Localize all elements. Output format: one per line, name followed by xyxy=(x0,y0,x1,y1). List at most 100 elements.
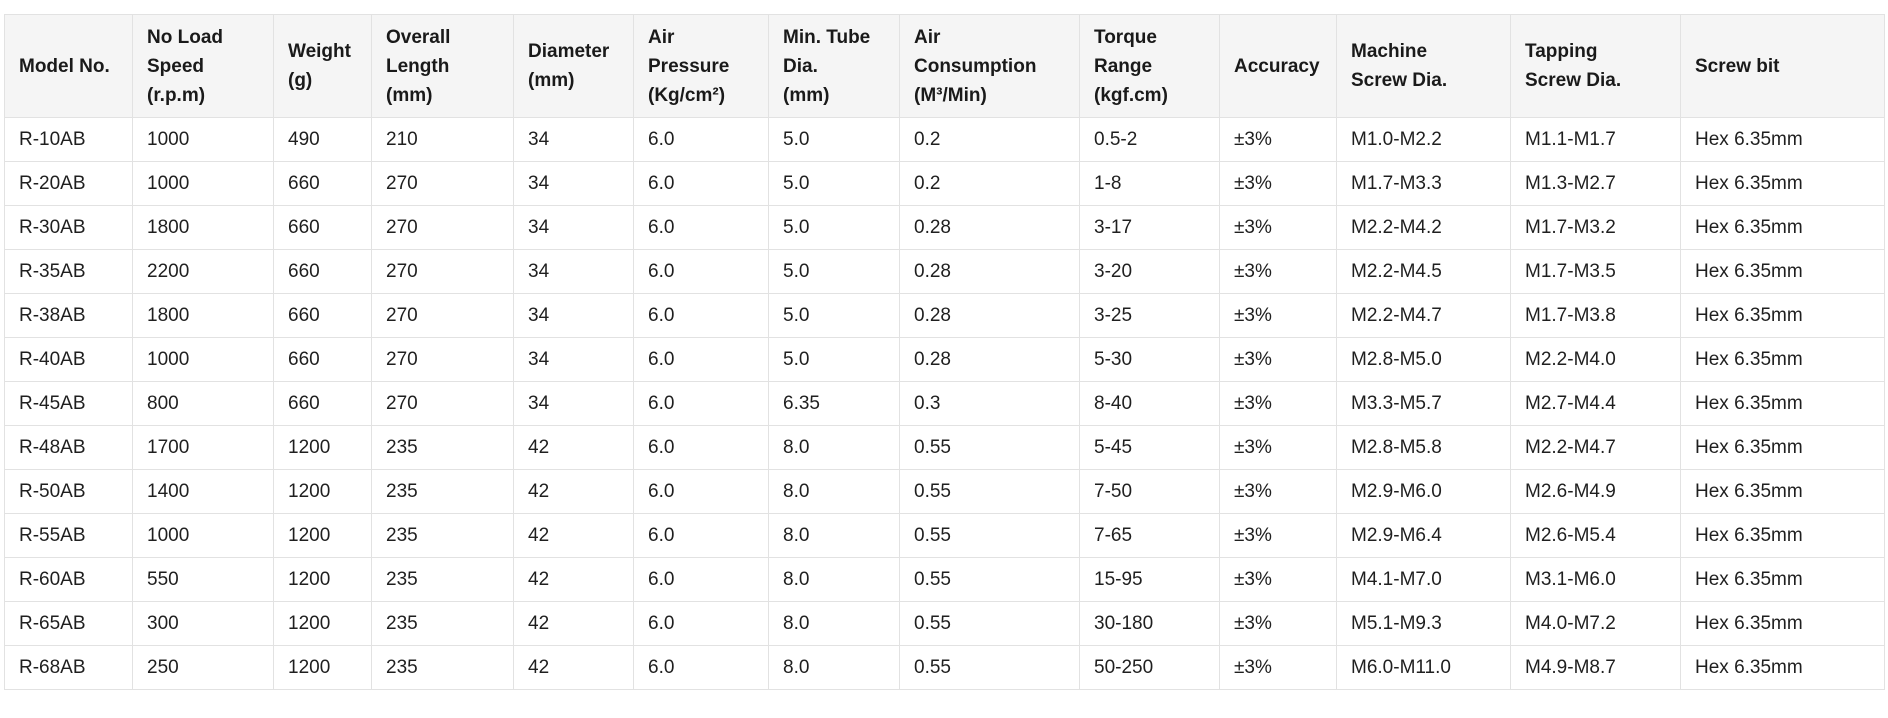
column-header-label: No Load Speed (r.p.m) xyxy=(147,26,223,106)
cell-machine-screw-dia: M1.0-M2.2 xyxy=(1336,117,1511,162)
table-row: R-68AB 250 1200 235 42 6.0 8.0 0.55 50-250 ±3% M6.… xyxy=(4,645,1885,690)
cell-model-no: R-38AB xyxy=(4,293,133,338)
cell-no-load-speed: 1700 xyxy=(132,425,274,470)
cell-torque-range: 30-180 xyxy=(1079,601,1220,646)
cell-accuracy: ±3% xyxy=(1219,249,1337,294)
cell-min-tube-dia: 8.0 xyxy=(768,425,900,470)
cell-diameter: 34 xyxy=(513,249,634,294)
cell-overall-length: 270 xyxy=(371,161,514,206)
cell-diameter: 34 xyxy=(513,205,634,250)
header-tapping-screw-dia: Tapping Screw Dia. xyxy=(1510,14,1681,118)
cell-accuracy: ±3% xyxy=(1219,337,1337,382)
cell-no-load-speed: 1000 xyxy=(132,337,274,382)
cell-tapping-screw-dia: M4.0-M7.2 xyxy=(1510,601,1681,646)
cell-weight: 1200 xyxy=(273,557,372,602)
cell-diameter: 34 xyxy=(513,117,634,162)
cell-no-load-speed: 250 xyxy=(132,645,274,690)
cell-screw-bit: Hex 6.35mm xyxy=(1680,205,1885,250)
header-accuracy: Accuracy xyxy=(1219,14,1337,118)
spec-table: Model No. No Load Speed (r.p.m) Weight (g)… xyxy=(4,14,1885,690)
cell-air-pressure: 6.0 xyxy=(633,293,769,338)
header-air-consumption: Air Consumption (M³/Min) xyxy=(899,14,1080,118)
cell-weight: 1200 xyxy=(273,601,372,646)
cell-air-consumption: 0.55 xyxy=(899,645,1080,690)
cell-overall-length: 235 xyxy=(371,469,514,514)
cell-no-load-speed: 1800 xyxy=(132,205,274,250)
table-row: R-40AB 1000 660 270 34 6.0 5.0 0.28 5-30 ±3% M2.8-… xyxy=(4,337,1885,382)
cell-diameter: 42 xyxy=(513,645,634,690)
table-row: R-48AB 1700 1200 235 42 6.0 8.0 0.55 5-45 ±3% M2.8… xyxy=(4,425,1885,470)
cell-min-tube-dia: 8.0 xyxy=(768,601,900,646)
cell-tapping-screw-dia: M4.9-M8.7 xyxy=(1510,645,1681,690)
cell-air-pressure: 6.0 xyxy=(633,645,769,690)
cell-air-pressure: 6.0 xyxy=(633,337,769,382)
cell-min-tube-dia: 5.0 xyxy=(768,205,900,250)
cell-no-load-speed: 1800 xyxy=(132,293,274,338)
header-no-load-speed: No Load Speed (r.p.m) xyxy=(132,14,274,118)
cell-air-consumption: 0.55 xyxy=(899,601,1080,646)
column-header-label: Min. Tube Dia. (mm) xyxy=(783,26,871,106)
table-row: R-55AB 1000 1200 235 42 6.0 8.0 0.55 7-65 ±3% M2.9… xyxy=(4,513,1885,558)
cell-overall-length: 235 xyxy=(371,601,514,646)
cell-overall-length: 235 xyxy=(371,513,514,558)
cell-screw-bit: Hex 6.35mm xyxy=(1680,337,1885,382)
cell-accuracy: ±3% xyxy=(1219,117,1337,162)
spec-table-container: Model No. No Load Speed (r.p.m) Weight (g)… xyxy=(4,14,1885,690)
header-min-tube-dia: Min. Tube Dia. (mm) xyxy=(768,14,900,118)
cell-no-load-speed: 300 xyxy=(132,601,274,646)
cell-air-consumption: 0.55 xyxy=(899,557,1080,602)
header-machine-screw-dia: Machine Screw Dia. xyxy=(1336,14,1511,118)
cell-min-tube-dia: 5.0 xyxy=(768,337,900,382)
cell-torque-range: 5-30 xyxy=(1079,337,1220,382)
table-row: R-65AB 300 1200 235 42 6.0 8.0 0.55 30-180 ±3% M5.… xyxy=(4,601,1885,646)
cell-min-tube-dia: 8.0 xyxy=(768,469,900,514)
cell-model-no: R-65AB xyxy=(4,601,133,646)
cell-machine-screw-dia: M4.1-M7.0 xyxy=(1336,557,1511,602)
cell-screw-bit: Hex 6.35mm xyxy=(1680,425,1885,470)
header-model-no: Model No. xyxy=(4,14,133,118)
cell-no-load-speed: 1000 xyxy=(132,513,274,558)
cell-tapping-screw-dia: M2.2-M4.7 xyxy=(1510,425,1681,470)
cell-machine-screw-dia: M2.2-M4.5 xyxy=(1336,249,1511,294)
cell-overall-length: 210 xyxy=(371,117,514,162)
cell-diameter: 42 xyxy=(513,557,634,602)
header-overall-length: Overall Length (mm) xyxy=(371,14,514,118)
cell-air-pressure: 6.0 xyxy=(633,557,769,602)
cell-screw-bit: Hex 6.35mm xyxy=(1680,557,1885,602)
cell-diameter: 42 xyxy=(513,513,634,558)
cell-tapping-screw-dia: M1.1-M1.7 xyxy=(1510,117,1681,162)
table-header-row: Model No. No Load Speed (r.p.m) Weight (g)… xyxy=(4,14,1885,118)
cell-air-consumption: 0.2 xyxy=(899,161,1080,206)
table-body: R-10AB 1000 490 210 34 6.0 5.0 0.2 0.5-2 ±3% M1.0-… xyxy=(4,117,1885,690)
header-air-pressure: Air Pressure (Kg/cm²) xyxy=(633,14,769,118)
cell-air-pressure: 6.0 xyxy=(633,425,769,470)
cell-diameter: 42 xyxy=(513,425,634,470)
cell-air-consumption: 0.28 xyxy=(899,249,1080,294)
cell-accuracy: ±3% xyxy=(1219,513,1337,558)
cell-min-tube-dia: 5.0 xyxy=(768,293,900,338)
cell-model-no: R-50AB xyxy=(4,469,133,514)
cell-tapping-screw-dia: M2.7-M4.4 xyxy=(1510,381,1681,426)
table-row: R-45AB 800 660 270 34 6.0 6.35 0.3 8-40 ±3% M3.3-M… xyxy=(4,381,1885,426)
cell-overall-length: 270 xyxy=(371,293,514,338)
cell-air-pressure: 6.0 xyxy=(633,381,769,426)
cell-machine-screw-dia: M2.9-M6.4 xyxy=(1336,513,1511,558)
cell-diameter: 42 xyxy=(513,601,634,646)
cell-overall-length: 270 xyxy=(371,205,514,250)
cell-no-load-speed: 1000 xyxy=(132,117,274,162)
cell-air-consumption: 0.55 xyxy=(899,425,1080,470)
cell-weight: 660 xyxy=(273,381,372,426)
cell-machine-screw-dia: M2.9-M6.0 xyxy=(1336,469,1511,514)
cell-torque-range: 3-25 xyxy=(1079,293,1220,338)
cell-model-no: R-68AB xyxy=(4,645,133,690)
table-row: R-20AB 1000 660 270 34 6.0 5.0 0.2 1-8 ±3% M1.7-M3… xyxy=(4,161,1885,206)
table-row: R-30AB 1800 660 270 34 6.0 5.0 0.28 3-17 ±3% M2.2-… xyxy=(4,205,1885,250)
cell-torque-range: 8-40 xyxy=(1079,381,1220,426)
header-screw-bit: Screw bit xyxy=(1680,14,1885,118)
cell-min-tube-dia: 5.0 xyxy=(768,249,900,294)
cell-weight: 1200 xyxy=(273,469,372,514)
column-header-label: Air Consumption (M³/Min) xyxy=(914,26,1037,106)
cell-model-no: R-30AB xyxy=(4,205,133,250)
cell-torque-range: 7-50 xyxy=(1079,469,1220,514)
cell-weight: 660 xyxy=(273,293,372,338)
